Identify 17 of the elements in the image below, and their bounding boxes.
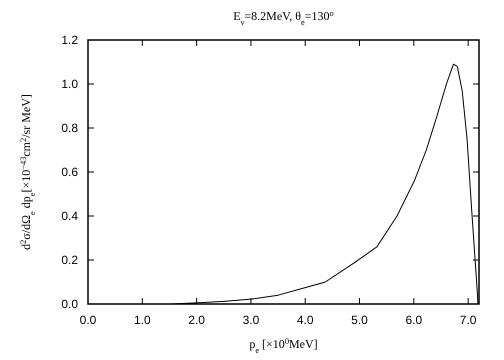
y-tick-label: 0.0 bbox=[61, 297, 78, 312]
x-tick-label: 0.0 bbox=[80, 313, 97, 327]
x-tick-label: 1.0 bbox=[134, 313, 151, 327]
y-tick-label: 0.2 bbox=[61, 253, 78, 268]
chart-title: E$_{ν}$=8.2MeV, θ$_{e}$=130$^{o}$ bbox=[233, 8, 334, 26]
x-axis-title: p$_{e}$ [×10$^{0}$MeV] bbox=[249, 336, 318, 354]
y-tick-label: 1.0 bbox=[61, 77, 78, 92]
y-tick-label: 0.4 bbox=[61, 209, 78, 224]
x-tick-label: 3.0 bbox=[242, 313, 260, 327]
x-tick-label: 5.0 bbox=[351, 313, 368, 327]
x-tick-label: 4.0 bbox=[296, 313, 314, 327]
y-tick-label: 1.2 bbox=[61, 33, 78, 48]
y-tick-label: 0.6 bbox=[61, 165, 78, 180]
x-tick-label: 2.0 bbox=[188, 313, 206, 327]
x-tick-label: 7.0 bbox=[460, 313, 477, 327]
y-tick-label: 0.8 bbox=[61, 121, 78, 136]
x-tick-label: 6.0 bbox=[405, 313, 422, 327]
